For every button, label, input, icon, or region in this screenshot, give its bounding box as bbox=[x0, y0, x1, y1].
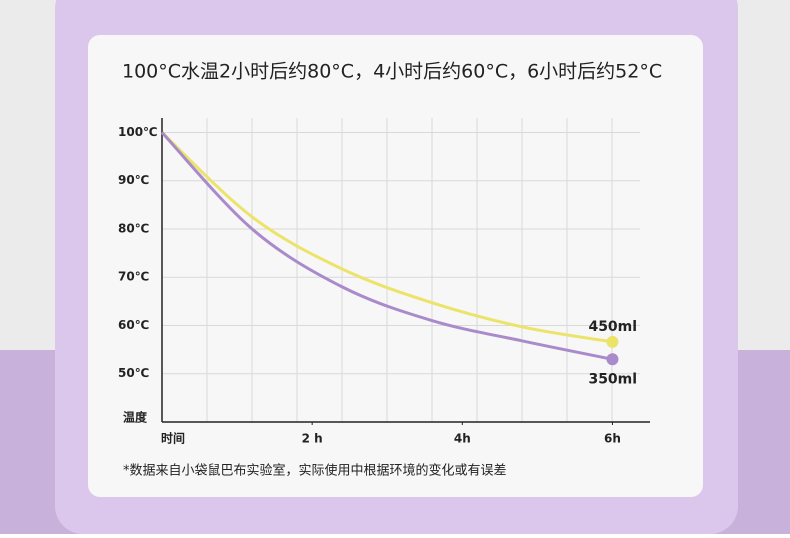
footnote: *数据来自小袋鼠巴布实验室，实际使用中根据环境的变化或有误差 bbox=[123, 463, 507, 479]
y-tick-label: 100℃ bbox=[118, 125, 158, 139]
y-tick-label: 60℃ bbox=[118, 318, 149, 332]
chart-title: 100°C水温2小时后约80°C，4小时后约60°C，6小时后约52°C bbox=[122, 61, 662, 83]
y-tick-label: 70℃ bbox=[118, 270, 149, 284]
series-line bbox=[160, 131, 613, 361]
x-axis-title: 时间 bbox=[161, 431, 185, 446]
y-axis-title: 温度 bbox=[123, 410, 148, 425]
series-line bbox=[160, 131, 613, 344]
x-tick-label: 2 h bbox=[302, 432, 323, 446]
end-dot bbox=[606, 335, 619, 348]
legend-label: 450ml bbox=[588, 319, 637, 335]
legend-label: 350ml bbox=[588, 371, 637, 387]
y-tick-label: 50℃ bbox=[118, 366, 149, 380]
y-tick-label: 90℃ bbox=[118, 173, 149, 187]
x-tick-label: 6h bbox=[604, 432, 621, 446]
y-tick-label: 80℃ bbox=[118, 221, 149, 235]
x-tick-label: 4h bbox=[454, 432, 471, 446]
end-dot bbox=[606, 353, 619, 366]
card bbox=[88, 35, 703, 497]
